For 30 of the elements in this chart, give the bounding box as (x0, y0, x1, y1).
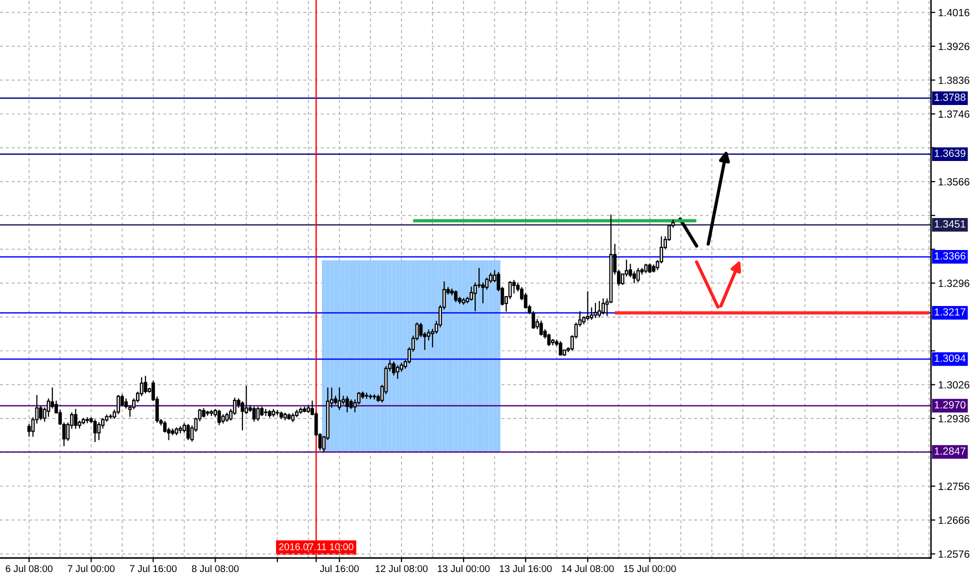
y-tick-label: 1.4016 (938, 8, 970, 16)
y-tick-label: 1.3926 (938, 42, 970, 50)
ref-line-label: 1.3639 (934, 150, 966, 157)
x-tick-label: 7 Jul 00:00 (68, 564, 115, 572)
ref-line-label: 1.3451 (934, 220, 966, 228)
ref-line-label: 1.2847 (934, 447, 966, 455)
y-tick-label: 1.2576 (938, 550, 970, 558)
y-tick-label: 1.3836 (938, 76, 970, 84)
y-tick-label: 1.3566 (938, 178, 970, 186)
x-tick-label: 13 Jul 16:00 (500, 564, 552, 572)
y-tick-label: 1.2936 (938, 415, 970, 422)
y-tick-label: 1.3746 (938, 110, 970, 118)
x-tick-label: 13 Jul 00:00 (438, 564, 490, 572)
y-tick-label: 1.3296 (938, 280, 970, 288)
x-tick-label: 12 Jul 08:00 (376, 564, 428, 572)
x-tick-label: 8 Jul 08:00 (192, 564, 239, 572)
x-tick-label: 14 Jul 08:00 (562, 564, 614, 572)
x-tick-label: 7 Jul 16:00 (130, 564, 177, 572)
ref-line-label: 1.3366 (934, 252, 966, 260)
x-tick-label: 2016.07.11 10:00 (279, 543, 354, 550)
y-tick-label: 1.2666 (938, 516, 970, 524)
x-tick-label: 15 Jul 00:00 (624, 564, 676, 572)
ref-line-label: 1.3094 (934, 354, 966, 362)
ref-line-label: 1.3217 (934, 308, 966, 316)
y-tick-label: 1.3026 (938, 381, 970, 389)
ref-line-label: 1.3788 (934, 94, 966, 101)
x-tick-label: Jul 16:00 (320, 564, 359, 572)
y-tick-label: 1.2756 (938, 482, 970, 490)
ref-line-label: 1.2970 (934, 401, 966, 409)
x-tick-label: 6 Jul 08:00 (6, 564, 52, 572)
